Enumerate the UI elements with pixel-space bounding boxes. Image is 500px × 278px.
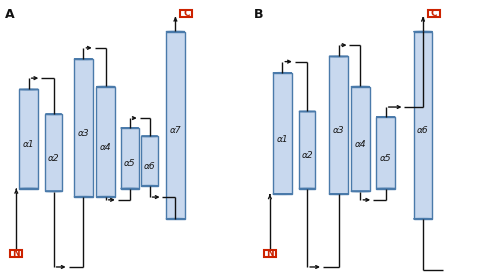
Bar: [329, 56, 348, 194]
Text: α3: α3: [332, 126, 344, 135]
Text: α2: α2: [48, 154, 60, 163]
Text: N: N: [12, 249, 20, 258]
Bar: [142, 136, 158, 186]
Text: α6: α6: [144, 162, 156, 171]
FancyBboxPatch shape: [180, 11, 192, 17]
Text: α2: α2: [302, 151, 313, 160]
Bar: [299, 111, 316, 188]
Ellipse shape: [20, 188, 38, 189]
Text: α4: α4: [100, 143, 112, 152]
Bar: [376, 117, 395, 188]
FancyBboxPatch shape: [264, 250, 276, 257]
Ellipse shape: [46, 191, 62, 192]
Ellipse shape: [120, 188, 138, 189]
Bar: [351, 87, 370, 191]
Text: α4: α4: [354, 140, 366, 149]
Text: C: C: [430, 9, 438, 18]
Ellipse shape: [299, 188, 316, 189]
FancyBboxPatch shape: [10, 250, 22, 257]
Bar: [20, 90, 38, 188]
Ellipse shape: [166, 31, 185, 32]
Text: C: C: [183, 9, 190, 18]
Text: A: A: [6, 8, 15, 21]
Ellipse shape: [376, 188, 395, 189]
Bar: [273, 73, 292, 194]
Text: α6: α6: [417, 126, 429, 135]
Ellipse shape: [329, 56, 348, 57]
Text: α3: α3: [78, 129, 89, 138]
Bar: [46, 114, 62, 191]
Text: α5: α5: [124, 159, 136, 168]
Text: α5: α5: [380, 154, 392, 163]
Text: α1: α1: [23, 140, 34, 149]
Ellipse shape: [142, 185, 158, 186]
Bar: [74, 59, 93, 197]
Ellipse shape: [46, 114, 62, 115]
Ellipse shape: [351, 191, 370, 192]
Bar: [414, 32, 432, 219]
Ellipse shape: [96, 86, 116, 87]
Ellipse shape: [20, 89, 38, 90]
Text: α1: α1: [276, 135, 288, 143]
Ellipse shape: [414, 31, 432, 32]
Ellipse shape: [351, 86, 370, 87]
Bar: [166, 32, 185, 219]
Bar: [120, 128, 138, 188]
FancyBboxPatch shape: [428, 11, 440, 17]
Text: N: N: [266, 249, 274, 258]
Bar: [96, 87, 116, 197]
Text: B: B: [254, 8, 264, 21]
Text: α7: α7: [170, 126, 181, 135]
Ellipse shape: [299, 111, 316, 112]
